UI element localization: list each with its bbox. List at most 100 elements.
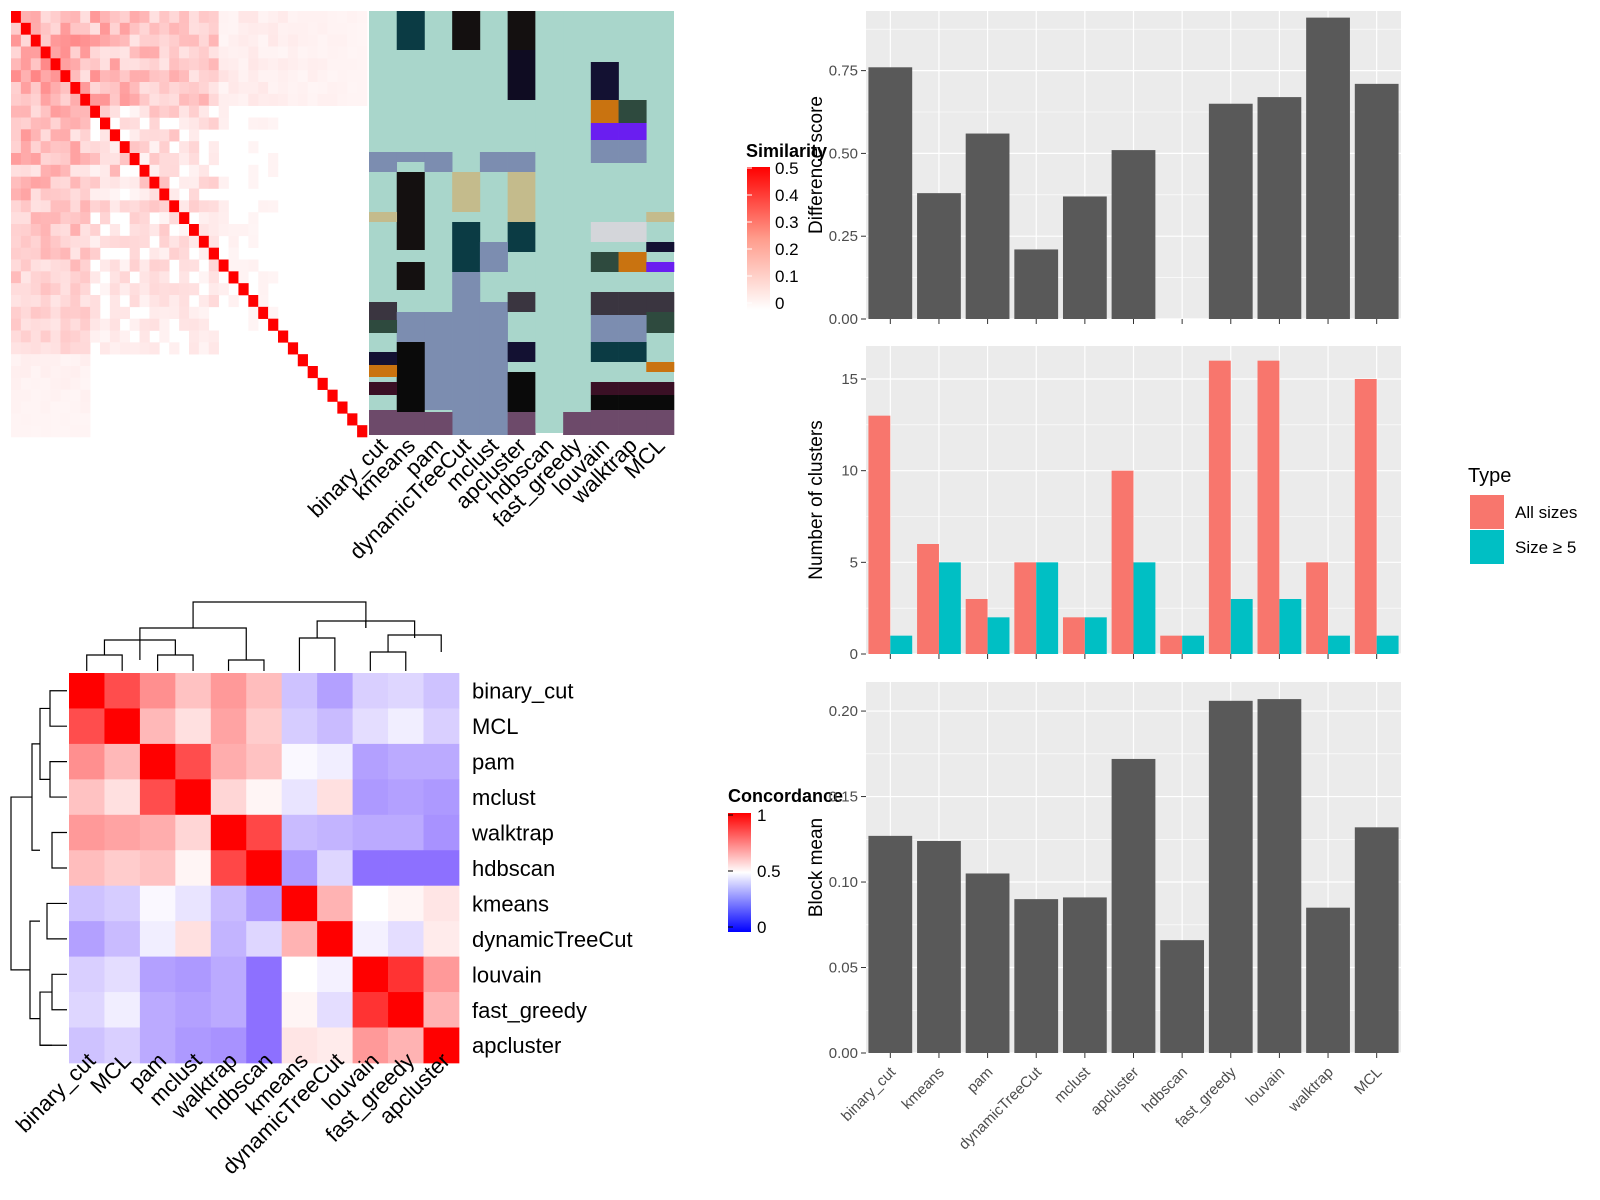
similarity-cell xyxy=(60,117,71,130)
similarity-cell xyxy=(278,330,289,343)
similarity-cell xyxy=(119,330,130,343)
similarity-legend-tick: 0.1 xyxy=(775,267,799,286)
similarity-cell xyxy=(189,34,200,47)
concordance-cell xyxy=(246,992,283,1028)
concordance-cell xyxy=(210,743,247,780)
bar xyxy=(1306,17,1350,320)
similarity-cell xyxy=(139,200,150,213)
similarity-cell xyxy=(159,259,170,272)
similarity-cell xyxy=(20,212,32,225)
similarity-cell xyxy=(248,306,259,319)
similarity-cell xyxy=(268,22,279,35)
similarity-cell xyxy=(30,259,41,272)
similarity-cell xyxy=(218,34,229,47)
similarity-cell xyxy=(20,425,32,438)
similarity-cell xyxy=(248,46,259,59)
similarity-cell xyxy=(139,164,150,177)
cluster-block xyxy=(507,11,536,50)
similarity-cell xyxy=(109,141,121,154)
similarity-cell xyxy=(139,82,150,95)
similarity-cell xyxy=(179,93,190,106)
concordance-cell xyxy=(352,850,389,887)
x-tick-label: binary_cut xyxy=(838,1063,900,1125)
concordance-row-label: binary_cut xyxy=(472,679,574,704)
similarity-cell xyxy=(80,366,91,379)
similarity-cell xyxy=(218,82,229,95)
similarity-cell xyxy=(80,117,91,130)
similarity-cell xyxy=(198,330,210,343)
similarity-cell xyxy=(60,105,71,118)
cluster-block xyxy=(369,365,398,377)
bar-size-ge5 xyxy=(1230,599,1253,654)
similarity-cell xyxy=(100,22,111,35)
bar xyxy=(1306,907,1350,1053)
similarity-cell xyxy=(208,58,219,71)
similarity-cell xyxy=(198,105,210,118)
similarity-cell xyxy=(337,46,348,59)
similarity-cell xyxy=(268,318,279,331)
similarity-cell xyxy=(169,129,180,142)
cluster-block xyxy=(618,382,647,395)
similarity-cell xyxy=(80,425,91,438)
x-tick-label: mclust xyxy=(1051,1063,1094,1106)
similarity-cell xyxy=(100,117,111,130)
similarity-cell xyxy=(159,224,170,237)
similarity-cell xyxy=(139,11,150,24)
concordance-cell xyxy=(104,708,141,745)
concordance-column-dendrogram xyxy=(86,601,442,671)
bar-size-ge5 xyxy=(890,635,913,654)
concordance-cell xyxy=(175,885,212,922)
similarity-cell xyxy=(179,117,190,130)
similarity-cell xyxy=(228,34,239,47)
similarity-cell xyxy=(30,342,41,355)
y-tick-label: 15 xyxy=(841,371,858,388)
similarity-cell xyxy=(11,58,22,71)
similarity-cell xyxy=(20,295,32,308)
similarity-cell xyxy=(189,129,200,142)
similarity-cell xyxy=(248,82,259,95)
dendrogram-link xyxy=(29,920,40,1020)
cluster-block xyxy=(396,172,425,250)
similarity-cell xyxy=(30,413,41,426)
similarity-cell xyxy=(278,22,289,35)
similarity-cell xyxy=(11,330,22,343)
similarity-cell xyxy=(179,176,190,189)
similarity-cell xyxy=(119,46,130,59)
similarity-cell xyxy=(119,141,130,154)
similarity-cell xyxy=(100,153,111,166)
dendrogram-link xyxy=(86,654,123,671)
similarity-cell xyxy=(80,401,91,414)
similarity-cell xyxy=(179,247,190,260)
similarity-cell xyxy=(258,200,269,213)
similarity-cell xyxy=(60,271,71,284)
similarity-cell xyxy=(40,129,51,142)
y-axis-title: Number of clusters xyxy=(806,420,827,579)
similarity-cell xyxy=(90,271,101,284)
similarity-cell xyxy=(149,141,160,154)
similarity-cell xyxy=(40,247,51,260)
similarity-cell xyxy=(40,70,51,83)
similarity-cell xyxy=(80,176,91,189)
similarity-cell xyxy=(70,283,81,296)
cluster-block xyxy=(590,410,619,435)
concordance-cell xyxy=(352,673,389,709)
similarity-cell xyxy=(90,93,101,106)
similarity-cell xyxy=(278,70,289,83)
similarity-cell xyxy=(228,93,239,106)
similarity-cell xyxy=(20,413,32,426)
similarity-cell xyxy=(248,70,259,83)
similarity-cell xyxy=(189,259,200,272)
similarity-cell xyxy=(50,164,61,177)
similarity-cell xyxy=(40,176,51,189)
similarity-cell xyxy=(268,11,279,24)
similarity-cell xyxy=(100,82,111,95)
similarity-cell xyxy=(198,11,210,24)
similarity-cell xyxy=(11,188,22,201)
concordance-cell xyxy=(317,779,353,816)
similarity-cell xyxy=(179,153,190,166)
similarity-cell xyxy=(50,413,61,426)
similarity-cell xyxy=(238,93,249,106)
similarity-cell xyxy=(119,271,130,284)
similarity-cell xyxy=(30,129,41,142)
